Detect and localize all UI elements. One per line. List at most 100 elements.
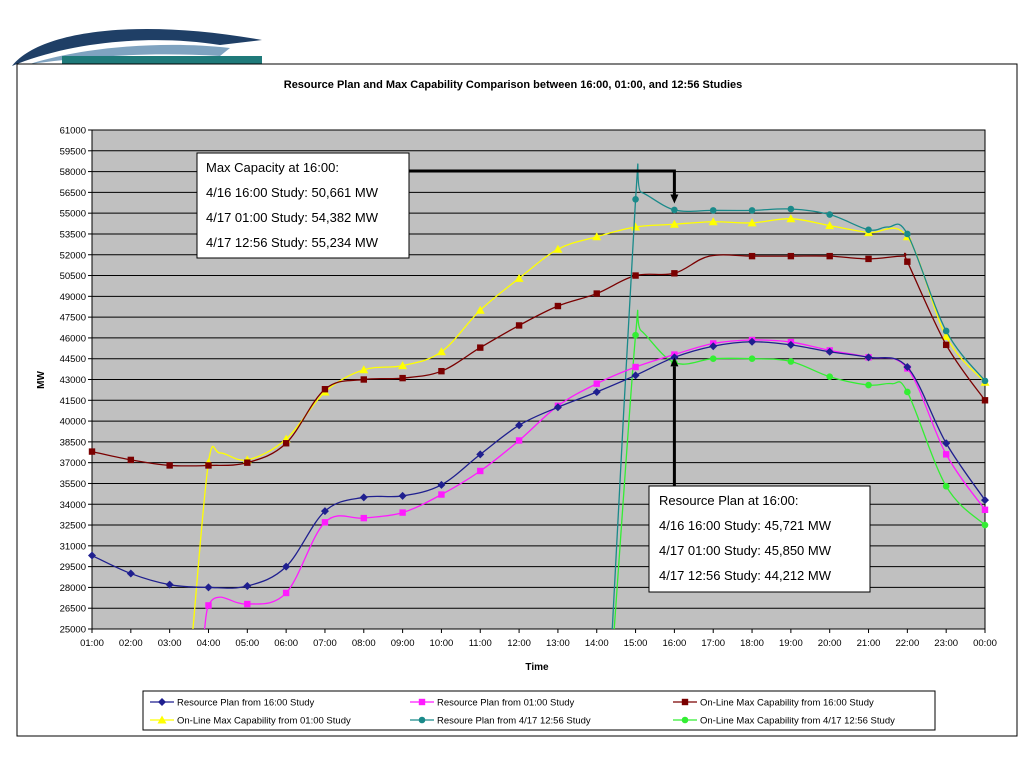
- data-point: [748, 207, 756, 214]
- y-tick-label: 58000: [60, 167, 86, 178]
- data-point: [942, 482, 950, 490]
- data-point: [865, 226, 872, 234]
- logo-bar: [62, 56, 262, 65]
- annotation-resource-plan: Resource Plan at 16:00: 4/16 16:00 Study…: [648, 485, 871, 593]
- data-point: [165, 580, 174, 589]
- y-tick-label: 41500: [60, 396, 86, 407]
- y-tick-label: 29500: [60, 562, 86, 573]
- data-point: [514, 273, 524, 282]
- data-point: [515, 421, 524, 430]
- data-point: [786, 340, 795, 349]
- data-point: [787, 358, 795, 365]
- data-point: [554, 302, 562, 310]
- data-point: [360, 514, 367, 522]
- logo: [12, 28, 262, 66]
- data-point: [436, 347, 446, 356]
- arrow-line: [409, 169, 676, 195]
- y-tick-label: 53500: [60, 229, 86, 240]
- data-point: [981, 506, 989, 513]
- y-axis-ticks: 25000 26500 28000 29500 31000 32500 34000 35500…: [60, 126, 92, 636]
- y-tick-label: 28000: [60, 583, 86, 594]
- legend-swatch-marker: [418, 698, 426, 706]
- data-point: [205, 462, 212, 469]
- x-tick-label: 02:00: [119, 638, 143, 649]
- legend-entry: Resource Plan from 16:00 Study: [150, 698, 315, 709]
- data-point: [127, 456, 135, 464]
- legend-label: Resoure Plan from 4/17 12:56 Study: [437, 716, 591, 727]
- data-point: [321, 519, 329, 526]
- y-tick-label: 31000: [60, 541, 86, 552]
- data-point: [438, 367, 445, 375]
- y-tick-label: 47500: [60, 313, 86, 324]
- data-point: [399, 374, 406, 382]
- data-point: [981, 496, 989, 505]
- data-point: [593, 290, 600, 297]
- data-point: [708, 217, 718, 226]
- data-point: [865, 255, 872, 263]
- x-tick-label: 03:00: [158, 638, 182, 649]
- data-point: [826, 373, 833, 381]
- data-point: [477, 344, 484, 351]
- annotation-line: 4/17 12:56 Study: 44,212 MW: [659, 568, 832, 583]
- data-point: [243, 582, 252, 591]
- data-point: [399, 509, 406, 516]
- data-point: [553, 244, 563, 253]
- x-tick-label: 18:00: [740, 638, 764, 649]
- data-point: [359, 365, 369, 374]
- data-point: [477, 467, 484, 475]
- data-point: [786, 214, 796, 223]
- logo-swoosh-light: [30, 44, 230, 64]
- annotation-line: 4/16 16:00 Study: 45,721 MW: [659, 518, 832, 533]
- data-point: [592, 387, 601, 396]
- data-point: [942, 327, 950, 335]
- data-point: [166, 462, 173, 469]
- y-tick-label: 38500: [60, 437, 86, 448]
- x-tick-label: 13:00: [546, 638, 570, 649]
- x-tick-label: 09:00: [391, 638, 415, 649]
- y-tick-label: 52000: [60, 250, 86, 261]
- annotation-line: Max Capacity at 16:00:: [206, 160, 339, 175]
- y-tick-label: 56500: [60, 188, 86, 199]
- data-point: [981, 377, 989, 385]
- data-point: [748, 252, 756, 260]
- x-tick-label: 12:00: [507, 638, 531, 649]
- arrow-head: [670, 194, 679, 204]
- x-axis-label: Time: [525, 662, 549, 673]
- series-5: [613, 309, 989, 630]
- series-lines: [88, 163, 990, 630]
- legend-label: On-Line Max Capability from 4/17 12:56 S…: [700, 716, 895, 727]
- data-point: [709, 355, 717, 363]
- data-point: [282, 562, 291, 571]
- legend-entry: Resource Plan from 01:00 Study: [410, 698, 575, 709]
- data-point: [438, 491, 445, 498]
- data-point: [825, 347, 834, 356]
- data-point: [671, 270, 678, 277]
- data-point: [941, 332, 951, 341]
- legend: Resource Plan from 16:00 Study Resource P…: [150, 698, 895, 727]
- y-tick-label: 34000: [60, 500, 86, 511]
- x-axis-ticks: 01:00 02:00 03:00 04:00 05:00 06:00 07:00 08:00…: [80, 629, 997, 649]
- y-tick-label: 25000: [60, 625, 86, 636]
- legend-label: On-Line Max Capability from 01:00 Study: [177, 716, 351, 727]
- x-tick-label: 11:00: [469, 638, 492, 649]
- x-tick-label: 01:00: [80, 638, 104, 649]
- legend-label: Resource Plan from 16:00 Study: [177, 698, 315, 709]
- data-point: [88, 448, 96, 455]
- y-tick-label: 59500: [60, 146, 86, 157]
- legend-entry: On-Line Max Capability from 01:00 Study: [150, 715, 351, 727]
- legend-entry: Resoure Plan from 4/17 12:56 Study: [410, 716, 591, 727]
- legend-entry: On-Line Max Capability from 16:00 Study: [673, 698, 874, 709]
- data-point: [592, 232, 602, 241]
- data-point: [904, 230, 911, 238]
- data-point: [826, 252, 833, 260]
- series-2: [88, 252, 989, 469]
- y-tick-label: 49000: [60, 292, 86, 303]
- x-tick-label: 17:00: [701, 638, 725, 649]
- data-point: [631, 371, 640, 380]
- x-tick-label: 21:00: [857, 638, 881, 649]
- data-point: [244, 600, 251, 608]
- y-tick-label: 46000: [60, 333, 86, 344]
- data-point: [282, 440, 290, 447]
- annotation-max-capacity: Max Capacity at 16:00: 4/16 16:00 Study:…: [196, 152, 410, 259]
- data-point: [904, 388, 911, 396]
